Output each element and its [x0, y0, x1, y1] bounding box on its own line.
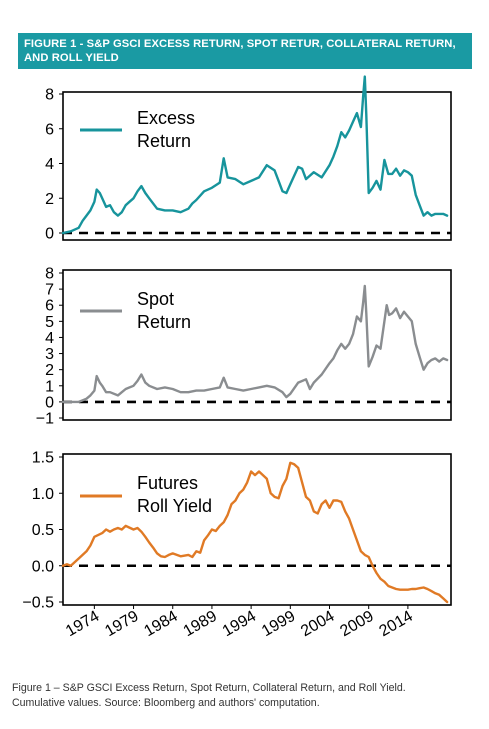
x-tick-label: 1999: [259, 608, 298, 641]
y-tick-label: 1: [45, 378, 54, 395]
figure-caption: Figure 1 – S&P GSCI Excess Return, Spot …: [12, 681, 477, 711]
series-line: [61, 75, 449, 235]
legend-label: Excess: [137, 108, 195, 128]
legend-label: Return: [137, 131, 191, 151]
y-tick-label: 1.0: [32, 486, 54, 503]
y-tick-label: 8: [45, 87, 54, 104]
caption-line-2: Cumulative values. Source: Bloomberg and…: [12, 697, 320, 709]
panel-3: −0.5 0.0 0.5 1.0 1.5 Futures Roll Yield 1974 197…: [22, 450, 452, 641]
y-tick-label: 0.0: [32, 558, 54, 575]
x-tick-label: 1974: [63, 608, 102, 641]
series-line: [61, 461, 449, 604]
legend-label: Roll Yield: [137, 496, 212, 516]
x-tick-label: 1979: [102, 608, 141, 641]
x-tick-label: 1994: [220, 608, 259, 641]
caption-line-1: Figure 1 – S&P GSCI Excess Return, Spot …: [12, 682, 406, 694]
y-tick-label: 6: [45, 298, 54, 315]
y-tick-label: 2: [45, 362, 54, 379]
y-tick-label: 8: [45, 266, 54, 283]
y-tick-label: 0: [45, 226, 54, 243]
plot-frame: [62, 269, 452, 421]
y-tick-label: −1: [36, 411, 54, 428]
y-tick-label: 6: [45, 121, 54, 138]
x-tick-label: 1989: [181, 608, 220, 641]
y-tick-label: 1.5: [32, 450, 54, 467]
x-tick-label: 2009: [337, 608, 376, 641]
y-tick-label: 2: [45, 191, 54, 208]
y-tick-label: 0.5: [32, 522, 54, 539]
y-tick-label: 0: [45, 394, 54, 411]
x-tick-label: 2014: [377, 608, 416, 641]
legend-label: Spot: [137, 289, 174, 309]
legend-label: Return: [137, 312, 191, 332]
legend-label: Futures: [137, 473, 198, 493]
series-line: [61, 284, 449, 404]
figure-banner: FIGURE 1 - S&P GSCI EXCESS RETURN, SPOT …: [18, 33, 472, 69]
y-tick-label: −0.5: [22, 595, 54, 612]
y-tick-label: 7: [45, 282, 54, 299]
panel-1: 0 2 4 6 8 Excess Return: [45, 75, 452, 243]
figure-banner-title: FIGURE 1 - S&P GSCI EXCESS RETURN, SPOT …: [24, 38, 456, 64]
y-tick-label: 4: [45, 156, 54, 173]
y-tick-label: 4: [45, 330, 54, 347]
y-tick-label: 5: [45, 314, 54, 331]
x-tick-label: 1984: [141, 608, 180, 641]
plot-frame: [62, 91, 452, 241]
x-tick-label: 2004: [298, 608, 337, 641]
y-tick-label: 3: [45, 346, 54, 363]
